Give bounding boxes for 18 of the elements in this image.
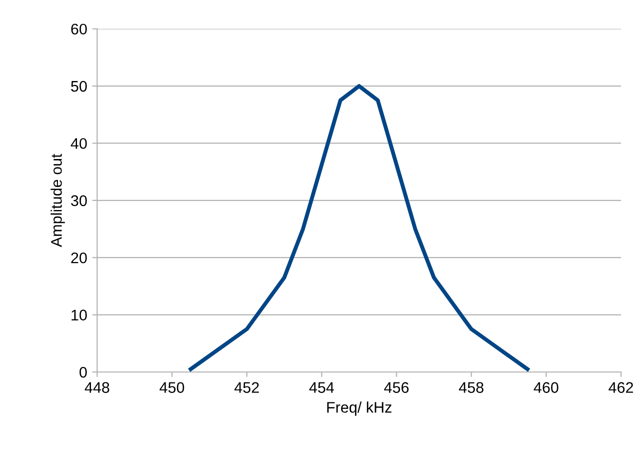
y-tick-label: 0 [80,366,87,378]
x-axis-title: Freq/ kHz [327,402,392,416]
y-axis-title: Amplitude out [50,154,65,248]
y-tick-label: 40 [70,138,87,149]
y-tick-label: 10 [72,310,87,320]
x-tick-label: 462 [608,382,634,393]
y-tick-label: 50 [71,80,87,92]
x-tick-label: 460 [534,382,558,393]
line-series [188,84,530,372]
y-tick-label: 20 [71,252,87,264]
x-tick-label: 456 [384,382,409,393]
x-tick-label: 450 [160,382,184,393]
x-tick-label: 454 [309,382,334,393]
y-tick-label: 30 [71,195,87,206]
x-tick-label: 448 [84,382,110,393]
x-tick-label: 452 [234,382,259,393]
y-tick-label: 60 [71,24,87,35]
x-tick-label: 458 [458,382,484,393]
